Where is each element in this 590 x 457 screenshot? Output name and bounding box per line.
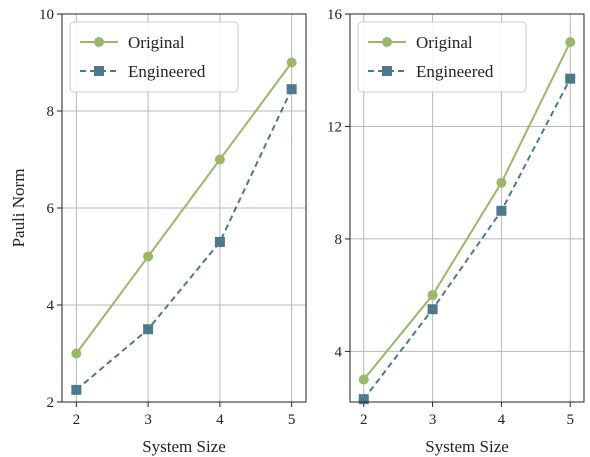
data-point-engineered [286, 84, 297, 95]
series-line-original [362, 41, 572, 381]
data-point-original [358, 374, 369, 385]
data-point-original [214, 154, 225, 165]
y-axis-label: Pauli Norm [9, 169, 28, 248]
data-point-original [286, 57, 297, 68]
y-tick-label: 2 [47, 395, 55, 411]
x-tick-label: 2 [360, 412, 368, 428]
plot-frame [349, 13, 585, 403]
data-point-engineered [358, 394, 369, 405]
y-tick-label: 12 [327, 119, 342, 135]
y-tick-label: 6 [47, 201, 55, 217]
data-point-engineered [427, 304, 438, 315]
plot-frame [61, 13, 307, 403]
data-point-original [71, 348, 82, 359]
data-point-original [496, 177, 507, 188]
legend-label-original: Original [128, 33, 185, 52]
legend-box [357, 21, 527, 93]
x-tick-label: 4 [498, 412, 506, 428]
x-tick-label: 5 [288, 412, 296, 428]
x-axis-label: System Size [142, 437, 226, 456]
x-tick-label: 3 [144, 412, 152, 428]
series-line-engineered [75, 88, 293, 391]
y-tick-label: 10 [39, 7, 54, 23]
y-tick-label: 16 [327, 7, 343, 23]
data-point-engineered [565, 73, 576, 84]
legend-marker-engineered [94, 66, 104, 76]
x-tick-label: 3 [429, 412, 437, 428]
series-line-engineered [362, 78, 572, 400]
data-point-engineered [71, 384, 82, 395]
y-tick-label: 4 [335, 344, 343, 360]
chart-panel-2: 2 3 4 5 4 8 12 16 Original Engineered System Size [327, 7, 585, 456]
chart-panel-1: 2 3 4 5 2 4 6 8 10 Original Engineered System Size P… [9, 7, 307, 456]
legend-marker-original [382, 37, 392, 47]
legend-label-engineered: Engineered [128, 62, 206, 81]
data-point-engineered [496, 205, 507, 216]
series-line-original [75, 61, 293, 355]
legend: Original Engineered [357, 21, 527, 93]
data-point-original [565, 37, 576, 48]
legend: Original Engineered [69, 21, 239, 93]
y-tick-label: 8 [335, 232, 343, 248]
x-axis-label: System Size [425, 437, 509, 456]
legend-box [69, 21, 239, 93]
legend-label-engineered: Engineered [416, 62, 494, 81]
x-tick-label: 5 [566, 412, 574, 428]
data-point-engineered [214, 236, 225, 247]
data-point-original [143, 251, 154, 262]
legend-marker-original [94, 37, 104, 47]
x-tick-label: 2 [73, 412, 81, 428]
legend-marker-engineered [382, 66, 392, 76]
legend-label-original: Original [416, 33, 473, 52]
y-tick-label: 4 [47, 298, 55, 314]
y-tick-label: 8 [47, 104, 55, 120]
x-tick-label: 4 [216, 412, 224, 428]
data-point-engineered [143, 324, 154, 335]
data-point-original [427, 290, 438, 301]
